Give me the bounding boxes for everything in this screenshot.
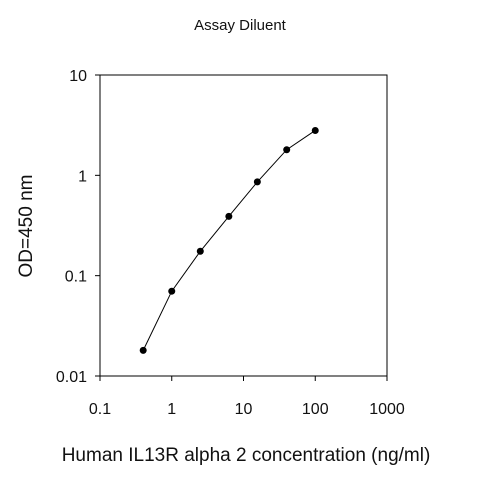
y-tick-label: 0.01 xyxy=(56,369,87,386)
y-tick-label: 0.1 xyxy=(65,269,87,286)
data-point xyxy=(283,146,291,154)
x-axis-label: Human IL13R alpha 2 concentration (ng/ml… xyxy=(62,445,431,466)
x-tick-label: 100 xyxy=(302,401,329,418)
x-axis-ticks: 0.1 1 10 100 1000 xyxy=(89,376,405,418)
x-tick-label: 1000 xyxy=(369,401,405,418)
data-point xyxy=(225,212,233,220)
y-axis-ticks: 0.01 0.1 1 10 xyxy=(56,68,100,386)
y-tick-label: 10 xyxy=(69,68,87,85)
y-tick-label: 1 xyxy=(78,168,87,185)
x-tick-label: 0.1 xyxy=(89,401,111,418)
data-point xyxy=(253,178,261,186)
x-tick-label: 1 xyxy=(167,401,176,418)
x-tick-label: 10 xyxy=(235,401,253,418)
data-point xyxy=(196,247,204,255)
data-point xyxy=(139,346,147,354)
chart-title: Assay Diluent xyxy=(194,17,287,34)
plot-frame xyxy=(99,74,388,377)
series-layer xyxy=(139,126,319,354)
data-point xyxy=(311,126,319,134)
y-axis-label: OD=450 nm xyxy=(16,175,37,278)
series-line xyxy=(142,130,316,351)
data-point xyxy=(168,287,176,295)
